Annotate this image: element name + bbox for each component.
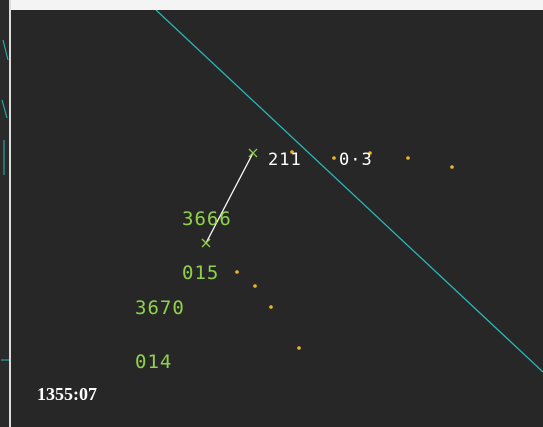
history-dot <box>235 270 239 274</box>
left-panel-strip <box>0 0 10 427</box>
beacon-code: 3666 <box>182 208 232 230</box>
target-data-block[interactable]: 3670 014 <box>135 263 210 407</box>
history-dot <box>450 165 454 169</box>
target-symbol[interactable] <box>201 238 211 248</box>
history-dot <box>269 305 273 309</box>
history-dot <box>368 151 372 155</box>
bearing-readout: 211 <box>268 150 302 170</box>
distance-readout: 0·3 <box>339 150 373 170</box>
history-dot <box>290 150 294 154</box>
left-strip-marks <box>1 39 9 361</box>
range-bearing-line <box>205 152 254 244</box>
airspace-boundary-line <box>155 10 543 373</box>
target-data-block[interactable]: 3666 015 <box>182 174 257 318</box>
strip-mark <box>1 99 8 119</box>
system-clock: 1355:07 <box>37 384 97 404</box>
beacon-code: 3670 <box>135 297 185 319</box>
radar-scope[interactable]: 3666 015 3670 014 211 0·3 1355:07 <box>11 10 543 427</box>
altitude-readout: 014 <box>135 351 173 373</box>
history-dot <box>406 156 410 160</box>
target-symbol[interactable] <box>248 148 258 158</box>
history-dot <box>253 284 257 288</box>
history-dot <box>297 346 301 350</box>
panel-divider <box>9 0 11 427</box>
strip-mark <box>2 39 9 61</box>
altitude-readout: 015 <box>182 262 220 284</box>
history-dot <box>332 156 336 160</box>
radar-scope-graphics <box>155 10 543 373</box>
